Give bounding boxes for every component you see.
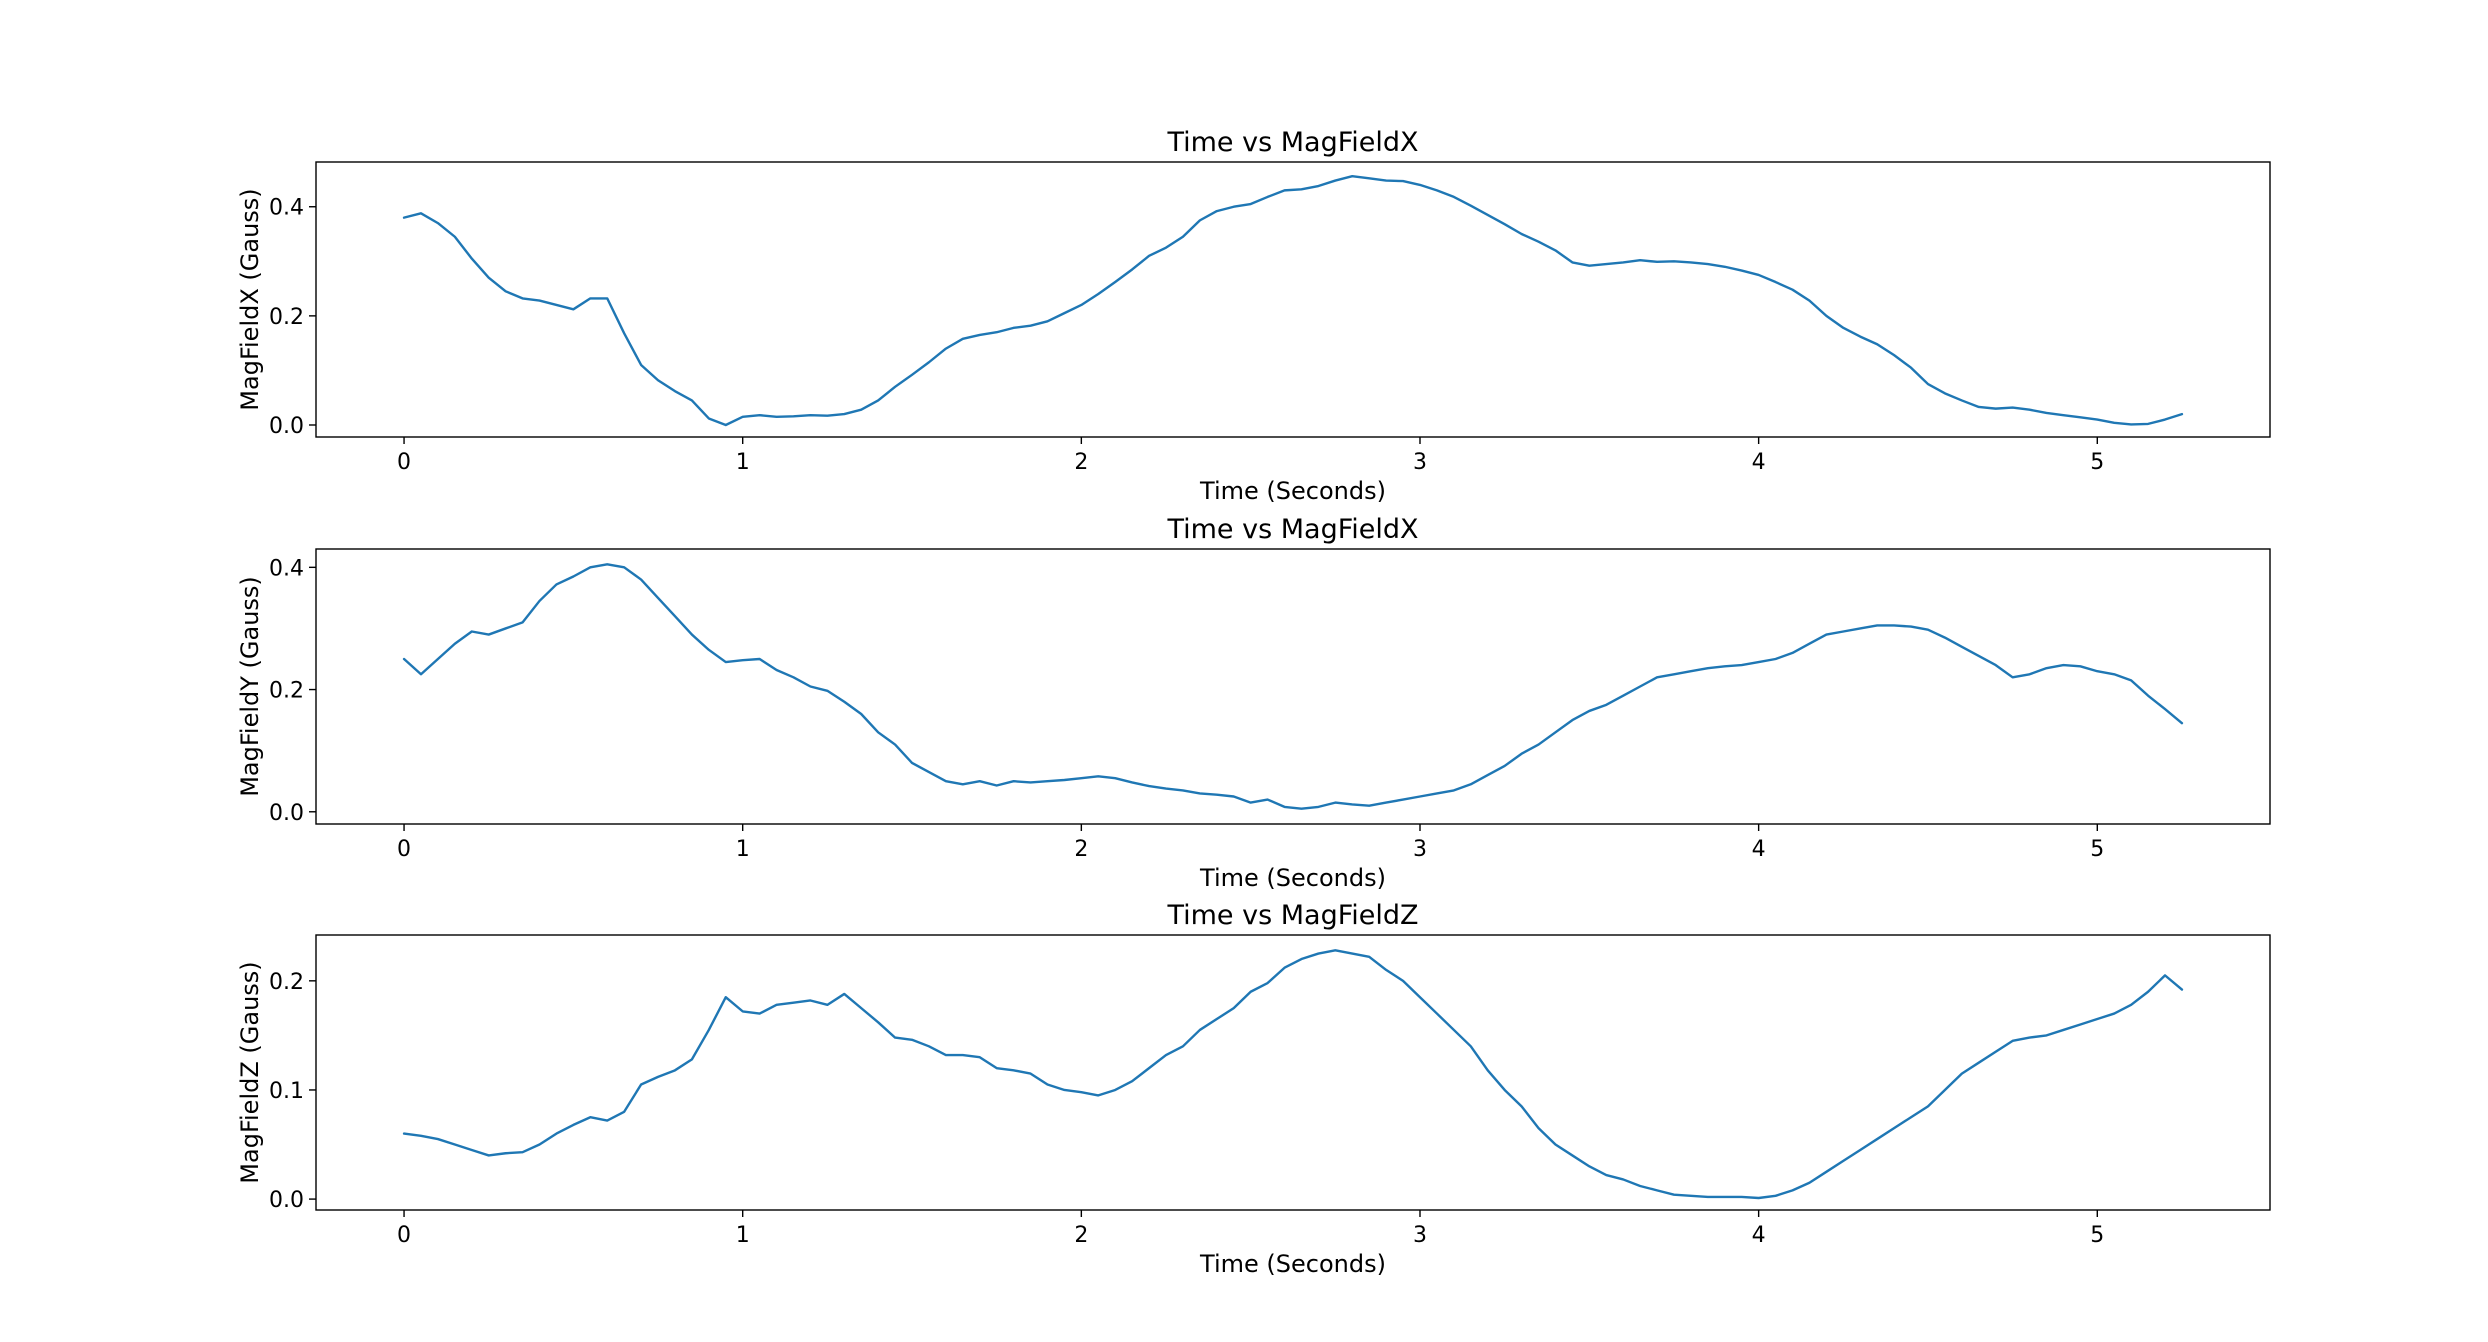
x-tick-label: 5: [2090, 1223, 2104, 1248]
x-tick-label: 2: [1074, 837, 1088, 862]
x-tick-label: 3: [1413, 450, 1427, 475]
x-tick-label: 4: [1752, 450, 1766, 475]
subplot-3: Time vs MagFieldZ 0 1 2 3 4 5 0.0 0.1 0.2 Time (Se…: [236, 900, 2271, 1278]
y-tick-label: 0.2: [269, 970, 304, 995]
x-tick-label: 4: [1752, 837, 1766, 862]
y-axis-label: MagFieldY (Gauss): [236, 576, 264, 797]
x-tick-label: 0: [397, 1223, 411, 1248]
x-tick-label: 5: [2090, 450, 2104, 475]
subplot-title: Time vs MagFieldZ: [1166, 900, 1418, 931]
subplot-title: Time vs MagFieldX: [1166, 127, 1418, 158]
x-tick-label: 0: [397, 450, 411, 475]
x-tick-label: 0: [397, 837, 411, 862]
y-tick-label: 0.1: [269, 1079, 304, 1104]
y-tick-label: 0.2: [269, 679, 304, 704]
series-line: [402, 563, 2184, 810]
subplots: Time vs MagFieldX 0 1 2 3 4 5 0.0 0.2 0.4 Time (Se…: [236, 127, 2271, 1278]
y-tick-label: 0.0: [269, 414, 304, 439]
x-tick-label: 3: [1413, 837, 1427, 862]
x-tick-label: 3: [1413, 1223, 1427, 1248]
subplot-1: Time vs MagFieldX 0 1 2 3 4 5 0.0 0.2 0.4 Time (Se…: [236, 127, 2271, 505]
x-axis-label: Time (Seconds): [1199, 477, 1386, 505]
x-tick-label: 1: [736, 1223, 750, 1248]
plot-area-frame: [315, 934, 2271, 1211]
y-axis-label: MagFieldZ (Gauss): [236, 961, 264, 1183]
plot-area-frame: [315, 548, 2271, 825]
subplot-2: Time vs MagFieldX 0 1 2 3 4 5 0.0 0.2 0.4 Time (Se…: [236, 514, 2271, 892]
x-tick-label: 1: [736, 837, 750, 862]
y-tick-label: 0.0: [269, 801, 304, 826]
y-tick-label: 0.0: [269, 1188, 304, 1213]
y-tick-label: 0.4: [269, 196, 304, 221]
x-tick-label: 1: [736, 450, 750, 475]
series-line: [402, 174, 2184, 427]
x-axis-label: Time (Seconds): [1199, 864, 1386, 892]
x-tick-label: 2: [1074, 1223, 1088, 1248]
x-tick-label: 4: [1752, 1223, 1766, 1248]
series-line: [402, 949, 2184, 1200]
x-axis-label: Time (Seconds): [1199, 1250, 1386, 1278]
x-tick-label: 2: [1074, 450, 1088, 475]
subplot-title: Time vs MagFieldX: [1166, 514, 1418, 545]
y-tick-label: 0.4: [269, 556, 304, 581]
x-tick-label: 5: [2090, 837, 2104, 862]
y-tick-label: 0.2: [269, 305, 304, 330]
y-axis-label: MagFieldX (Gauss): [236, 188, 264, 410]
plot-area-frame: [315, 161, 2271, 438]
